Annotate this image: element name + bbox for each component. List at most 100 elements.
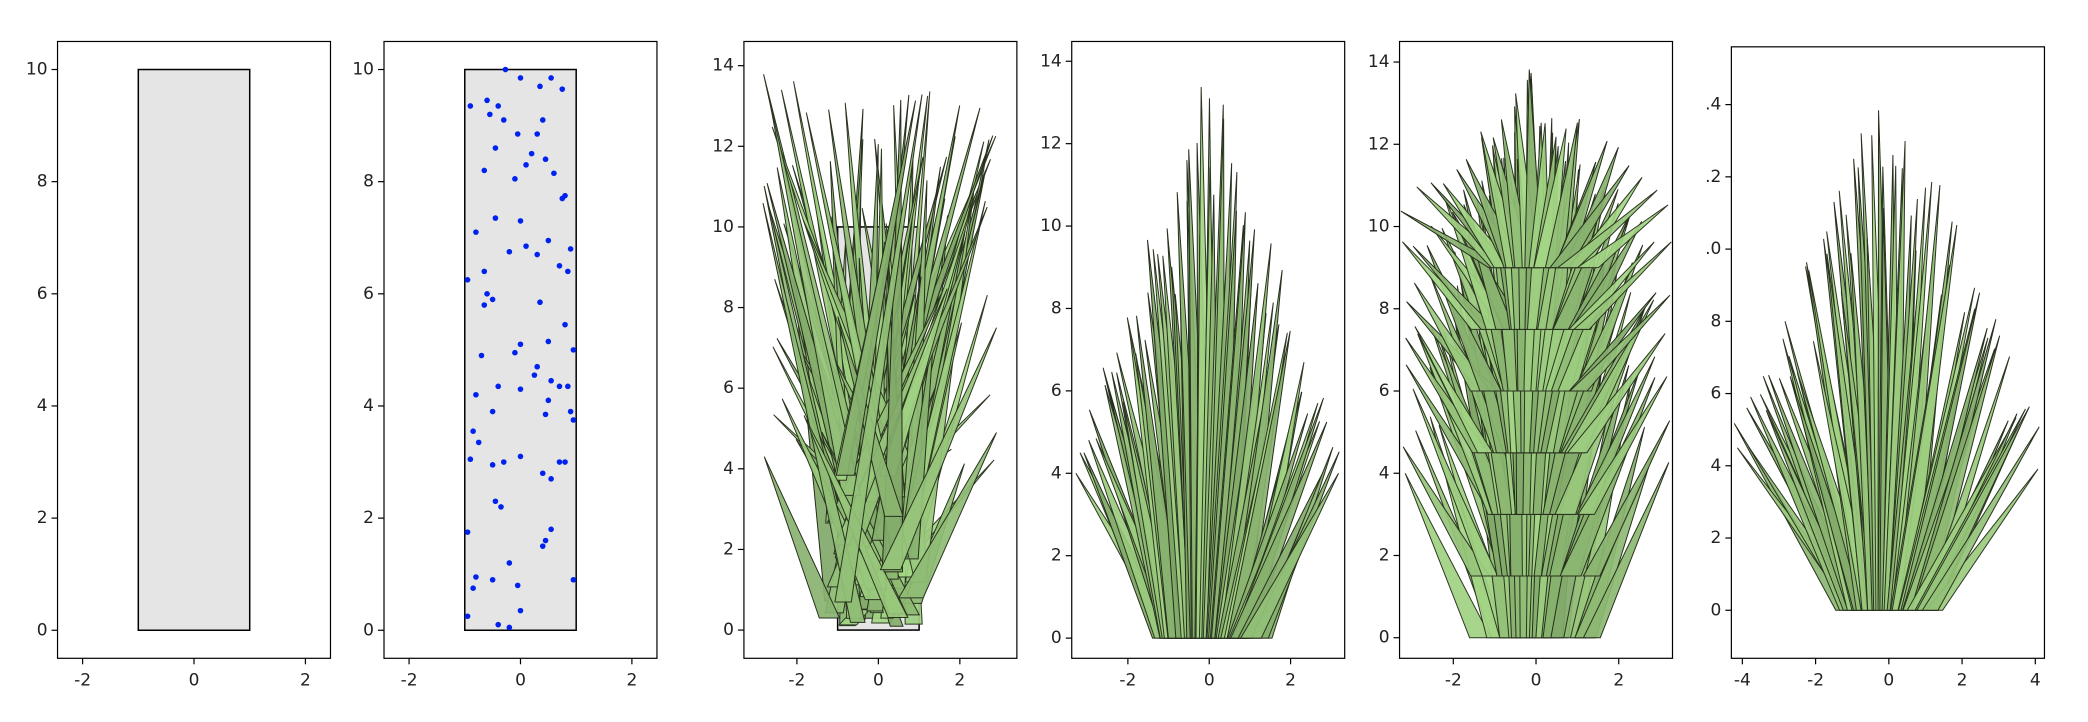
point [492, 498, 499, 505]
y-tick-label: 6 [1379, 381, 1390, 401]
y-tick-label: 2 [37, 508, 48, 528]
y-tick-label: 2 [363, 508, 374, 528]
point [539, 543, 546, 549]
x-tick-label: 2 [954, 670, 965, 690]
point [478, 352, 485, 359]
point [537, 83, 543, 90]
y-tick-label: 12 [1368, 134, 1390, 154]
point [556, 383, 563, 390]
y-tick-label: 6 [723, 378, 734, 398]
point [481, 302, 488, 308]
y-tick-label: 2 [1711, 528, 1722, 548]
point [473, 391, 479, 398]
point [565, 268, 571, 275]
point [467, 103, 474, 109]
leaf [1239, 473, 1339, 639]
axes-frame [1071, 40, 1346, 659]
point [531, 372, 538, 378]
leaf [897, 432, 997, 599]
leaf [835, 100, 917, 476]
point [506, 624, 513, 631]
point [570, 347, 577, 353]
point [534, 131, 540, 137]
x-tick-label: 2 [1285, 670, 1296, 690]
point [464, 613, 471, 620]
y-tick-label: 2 [1051, 546, 1062, 566]
point [542, 156, 549, 163]
point [539, 470, 546, 477]
leaf [1921, 426, 2040, 611]
point [500, 459, 507, 465]
x-tick-label: 2 [300, 670, 311, 690]
y-tick-label: .0 [1705, 239, 1721, 259]
leaf [1414, 326, 1494, 454]
leaf [1577, 376, 1668, 515]
leaf [1568, 294, 1671, 392]
y-tick-label: 0 [37, 620, 48, 640]
point [467, 456, 474, 463]
point [534, 251, 540, 258]
y-tick-label: 10 [712, 217, 734, 237]
point [545, 237, 552, 244]
point [548, 476, 554, 482]
y-tick-label: 10 [352, 60, 374, 80]
y-tick-label: 8 [723, 298, 734, 318]
y-tick-label: 2 [723, 539, 734, 559]
x-tick-label: 2 [1957, 670, 1968, 690]
point [528, 150, 535, 157]
point [567, 408, 574, 415]
leaf [1582, 462, 1670, 639]
x-tick-label: -2 [1445, 670, 1462, 690]
y-tick-label: 0 [1051, 628, 1062, 648]
point [487, 111, 493, 118]
point [570, 576, 577, 583]
point [556, 459, 563, 465]
subplot: -2 0 2 0 2 4 6 8 10 12 14 [712, 40, 1018, 690]
leaf [834, 94, 923, 603]
leaf [881, 99, 904, 573]
x-tick-label: 2 [626, 670, 637, 690]
plot-area [464, 66, 577, 632]
y-tick-label: 12 [1040, 134, 1062, 154]
y-tick-label: 12 [712, 136, 734, 156]
y-tick-label: 10 [26, 60, 48, 80]
point [473, 229, 479, 235]
y-tick-label: 8 [1711, 311, 1722, 331]
leaf [897, 325, 935, 560]
x-tick-label: -2 [401, 670, 418, 690]
point [551, 170, 557, 177]
x-tick-label: -2 [74, 670, 91, 690]
point [484, 97, 490, 104]
point [498, 504, 504, 510]
x-tick-label: 0 [515, 670, 526, 690]
point [523, 243, 529, 249]
y-tick-label: 10 [1368, 217, 1390, 237]
y-tick-label: 4 [723, 459, 734, 479]
y-tick-label: 8 [37, 172, 48, 192]
point [517, 453, 524, 460]
y-tick-label: 0 [1379, 628, 1390, 648]
plot-area [1400, 69, 1672, 639]
y-tick-label: 14 [1368, 52, 1390, 72]
point [473, 574, 479, 580]
point [559, 86, 566, 92]
x-tick-label: 2 [1613, 670, 1624, 690]
subplot: -2 0 2 0 2 4 6 8 10 [352, 40, 658, 690]
y-tick-label: 8 [1379, 299, 1390, 319]
y-tick-label: 4 [1379, 463, 1390, 483]
point [495, 103, 502, 109]
rectangle [137, 68, 251, 632]
x-tick-label: 0 [1883, 670, 1894, 690]
point [517, 341, 524, 348]
y-tick-label: 6 [1711, 384, 1722, 404]
point [506, 560, 513, 566]
x-tick-label: 4 [2030, 670, 2041, 690]
y-tick-label: 10 [1040, 216, 1062, 236]
x-tick-label: 0 [1531, 670, 1542, 690]
x-tick-label: -2 [1119, 670, 1136, 690]
point [506, 248, 513, 255]
subplot: -4 -2 0 2 4 0 2 4 6 8 .0 .2 .4 [1705, 46, 2046, 690]
rectangle [464, 68, 577, 632]
leaf [1582, 420, 1671, 577]
